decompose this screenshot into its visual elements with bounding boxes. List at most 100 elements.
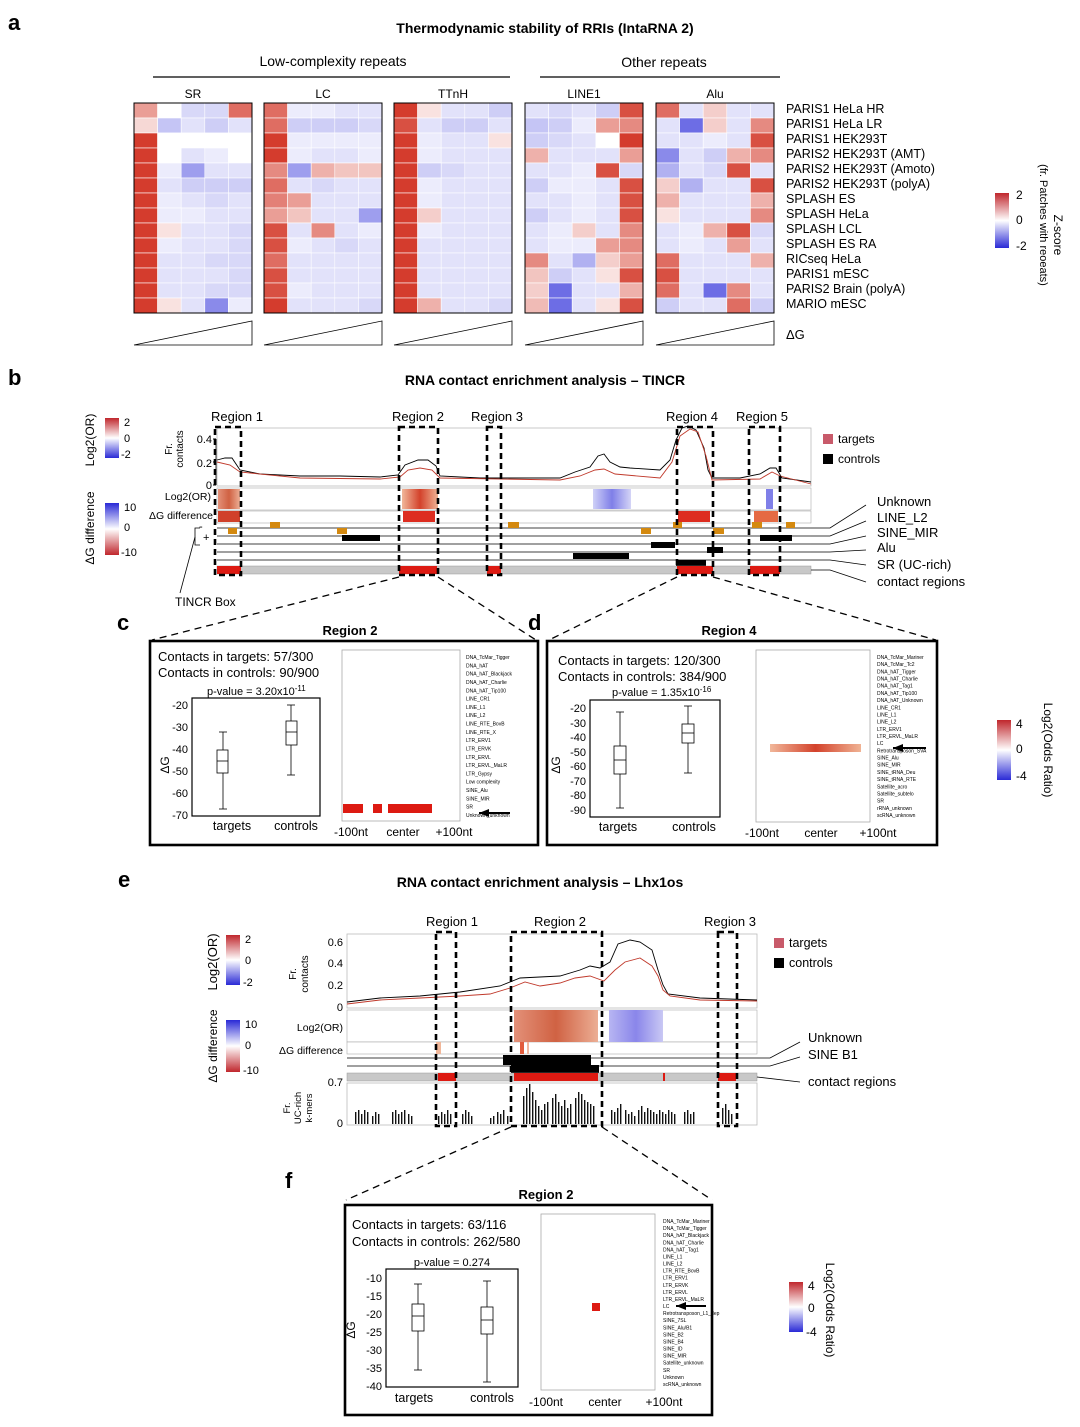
heatmap-cell bbox=[287, 207, 312, 224]
xaxis-label: center bbox=[588, 1395, 621, 1409]
boxplot-targets-d bbox=[613, 711, 627, 809]
heatmap-cell bbox=[358, 162, 383, 179]
ytick: 0.2 bbox=[197, 458, 212, 470]
controls-profile bbox=[216, 425, 812, 483]
odds-ratio-label: Log2(Odds Ratio) bbox=[1041, 703, 1055, 798]
repeat-label: Low complexity bbox=[466, 780, 501, 786]
strand-minus: - bbox=[199, 521, 203, 533]
log2or-colorbar bbox=[226, 935, 240, 985]
heatmap-cell bbox=[204, 132, 229, 149]
heatmap-cell bbox=[702, 267, 728, 284]
heatmap-cell bbox=[619, 117, 644, 134]
heatmap-cell bbox=[571, 207, 597, 224]
kmer-bar bbox=[647, 1108, 649, 1124]
heatmap-cell bbox=[228, 297, 253, 314]
heatmap-cell bbox=[488, 102, 513, 119]
panel-letter-d: d bbox=[528, 610, 541, 635]
heatmap-cell bbox=[310, 267, 336, 284]
heatmap-cell bbox=[228, 162, 253, 179]
heatmap-cell bbox=[440, 177, 466, 194]
kmer-label: UC-rich bbox=[293, 1092, 304, 1124]
kmer-bar bbox=[644, 1112, 646, 1124]
heatmap-cell bbox=[464, 222, 489, 239]
repeat-label: DNA_hAT_Tip100 bbox=[877, 691, 917, 697]
heatmap-cell bbox=[334, 222, 359, 239]
heatmap-cell bbox=[440, 162, 466, 179]
heatmap-cell bbox=[726, 222, 751, 239]
heatmap-cell bbox=[204, 237, 229, 254]
heatmap-cell bbox=[595, 132, 620, 149]
panel-letter-e: e bbox=[118, 867, 130, 892]
row-label: PARIS1 HEK293T bbox=[786, 132, 888, 146]
kmer-bar bbox=[731, 1114, 733, 1124]
heatmap-cell bbox=[619, 102, 644, 119]
heatmap-cell bbox=[595, 267, 620, 284]
xaxis-label: -100nt bbox=[529, 1395, 564, 1409]
ytick: -50 bbox=[570, 747, 586, 759]
heatmap-cell bbox=[393, 192, 418, 209]
heatmap-cell bbox=[440, 147, 466, 164]
heatmap-cell bbox=[417, 132, 442, 149]
heatmap-cell bbox=[358, 297, 383, 314]
contacts-controls: Contacts in controls: 384/900 bbox=[558, 669, 726, 684]
heatmap-cell bbox=[571, 177, 597, 194]
repeat-label: DNA_hAT_Charlie bbox=[466, 680, 507, 686]
heatmap-cell bbox=[524, 282, 549, 299]
ytick: -30 bbox=[366, 1345, 382, 1357]
heatmap-cell bbox=[571, 222, 597, 239]
ytick: 0 bbox=[337, 1118, 343, 1130]
cb-tick: 2 bbox=[124, 417, 130, 429]
heatmap-cell bbox=[679, 252, 704, 269]
dg-difference-label: ΔG difference bbox=[83, 491, 97, 564]
ytick: 0.7 bbox=[328, 1077, 343, 1089]
heatmap-cell bbox=[310, 177, 336, 194]
kmer-bar bbox=[547, 1102, 549, 1124]
heatmap-cell bbox=[133, 297, 158, 314]
heatmap-cell bbox=[571, 192, 597, 209]
heatmap-cell bbox=[440, 192, 466, 209]
ytick: 0.4 bbox=[328, 958, 343, 970]
heatmap-cell bbox=[417, 252, 442, 269]
heatmap-cell bbox=[204, 147, 229, 164]
panel-e: e RNA contact enrichment analysis – Lhx1… bbox=[118, 867, 897, 1201]
heatmap-cell bbox=[619, 252, 644, 269]
heatmap-cell bbox=[702, 282, 728, 299]
heatmap-cell bbox=[287, 177, 312, 194]
heatmap-cell bbox=[287, 267, 312, 284]
heatmap-cell bbox=[310, 252, 336, 269]
heatmap-cell bbox=[204, 282, 229, 299]
contacts-targets: Contacts in targets: 120/300 bbox=[558, 653, 721, 668]
repeat-label: SR bbox=[877, 799, 884, 805]
repeat-label: SINE_MIR bbox=[466, 796, 490, 802]
heatmap-cell bbox=[180, 162, 206, 179]
kmer-bar bbox=[728, 1110, 730, 1124]
heatmap-cell bbox=[726, 117, 751, 134]
heatmap-cell bbox=[464, 147, 489, 164]
heatmap-cell bbox=[679, 237, 704, 254]
heatmap-cell bbox=[488, 222, 513, 239]
heatmap-cell bbox=[263, 207, 288, 224]
heatmap-cell bbox=[310, 222, 336, 239]
log2or-label: Log2(OR) bbox=[205, 933, 220, 990]
heatmap-cell bbox=[488, 162, 513, 179]
heatmap-cell bbox=[440, 207, 466, 224]
kmer-bar bbox=[662, 1112, 664, 1124]
repeat-list-c: DNA_TcMar_Tigger DNA_hAT DNA_hAT_Blackjack… bbox=[466, 655, 513, 819]
heatmap-cell bbox=[180, 222, 206, 239]
heatmap-cell bbox=[750, 147, 775, 164]
ytick: -20 bbox=[172, 700, 188, 712]
heatmap-cell bbox=[393, 252, 418, 269]
repeat-label: DNA_TcMar_Mariner bbox=[663, 1219, 710, 1225]
ytick: 0.6 bbox=[328, 937, 343, 949]
heatmap-cell bbox=[228, 267, 253, 284]
heatmap-cell bbox=[702, 102, 728, 119]
heatmap-cell bbox=[750, 192, 775, 209]
heatmap-cell bbox=[157, 162, 182, 179]
heatmap-cell bbox=[548, 297, 573, 314]
heatmap-cell bbox=[726, 132, 751, 149]
panel-d: d Region 4 Contacts in targets: 120/300 … bbox=[528, 610, 1055, 847]
heatmap-cell bbox=[180, 297, 206, 314]
cb-tick: -4 bbox=[1016, 769, 1027, 783]
ytick: -80 bbox=[570, 790, 586, 802]
repeat-label: DNA_TcMar_Tc2 bbox=[877, 662, 915, 668]
